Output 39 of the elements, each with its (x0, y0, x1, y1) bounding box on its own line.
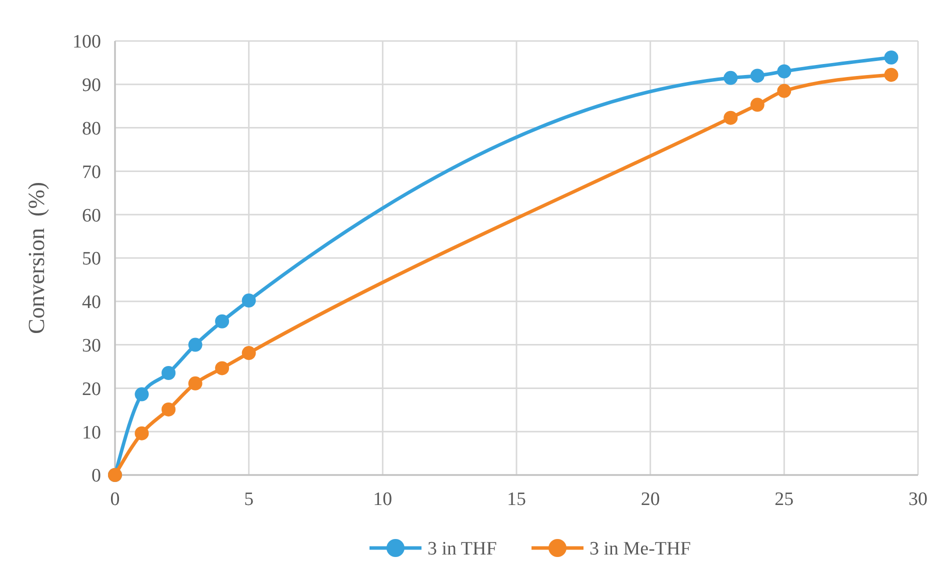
point (162, 402, 176, 416)
y-axis-title: Conversion (%) (24, 182, 49, 334)
y-tick-label: 20 (82, 378, 101, 400)
point (215, 314, 230, 328)
y-tick-label: 30 (82, 335, 101, 356)
point (884, 50, 898, 64)
x-tick-label: 20 (640, 489, 660, 510)
point (134, 387, 149, 402)
y-tick-label: 70 (82, 162, 101, 183)
y-tick-label: 0 (92, 466, 101, 487)
y-tick-label: 10 (82, 422, 101, 444)
point (750, 68, 764, 83)
point (884, 68, 898, 82)
legend-label: 3 in Me-THF (590, 538, 691, 560)
y-tick-label: 90 (82, 75, 101, 96)
x-tick-label: 0 (110, 489, 120, 510)
y-tick-label: 100 (72, 32, 101, 53)
x-tick-label: 15 (507, 489, 526, 510)
legend-label: 3 in THF (428, 538, 497, 560)
point (777, 84, 792, 98)
point (724, 110, 738, 125)
point (215, 361, 230, 376)
point (162, 366, 176, 380)
point (724, 70, 738, 85)
point (242, 346, 256, 360)
x-tick-label: 25 (774, 489, 794, 510)
y-tick-label: 40 (82, 292, 101, 314)
point (750, 98, 764, 112)
y-tick-label: 50 (82, 248, 101, 270)
y-tick-label: 60 (82, 205, 101, 226)
point (188, 338, 202, 352)
x-tick-label: 5 (244, 489, 254, 510)
point (777, 64, 792, 78)
x-tick-label: 10 (373, 489, 392, 510)
point (242, 294, 256, 308)
x-tick-label: 30 (908, 489, 928, 510)
y-tick-label: 80 (82, 118, 101, 140)
point (134, 426, 149, 440)
point (188, 376, 202, 390)
